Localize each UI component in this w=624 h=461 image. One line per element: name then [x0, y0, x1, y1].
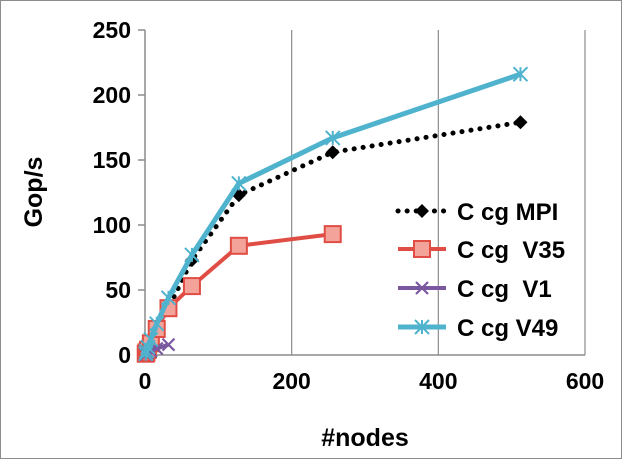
tick-labels: 0 200 400 600 0 50 100 150 200 250 [93, 17, 605, 394]
gridlines [138, 29, 586, 356]
series-3 [138, 66, 529, 362]
legend-marker [415, 281, 429, 295]
y-tick-label: 0 [118, 342, 131, 368]
data-point [512, 66, 529, 82]
y-tick-label: 150 [93, 147, 131, 173]
data-point [513, 115, 528, 130]
data-point [325, 145, 340, 160]
legend-marker [415, 204, 429, 218]
y-tick-label: 250 [93, 17, 131, 43]
y-tick-label: 100 [93, 212, 131, 238]
legend-item-2: C cg V1 [398, 276, 552, 303]
axes [144, 30, 585, 356]
legend-label: C cg V35 [457, 237, 565, 264]
legend-marker [413, 240, 431, 258]
series [136, 66, 529, 363]
legend-item-3: C cg V49 [398, 315, 558, 342]
data-point [182, 277, 201, 296]
y-axis-title: Gop/s [20, 157, 48, 228]
x-axis-title: #nodes [321, 424, 409, 452]
x-tick-label: 0 [139, 368, 152, 394]
legend-label: C cg V1 [457, 276, 552, 303]
marker-stroke [415, 281, 429, 295]
data-point [184, 247, 200, 263]
y-tick-label: 50 [105, 277, 131, 303]
legend-item-0: C cg MPI [395, 199, 558, 226]
x-tick-label: 200 [272, 368, 310, 394]
legend: C cg MPI C cg V35 C cg V1 C cg V49 [395, 199, 565, 342]
data-point [160, 290, 177, 306]
x-tick-label: 400 [419, 368, 457, 394]
marker-stroke [161, 337, 176, 352]
data-point [161, 337, 176, 352]
legend-item-1: C cg V35 [398, 237, 565, 264]
data-point [323, 225, 342, 244]
y-tick-label: 200 [93, 82, 131, 108]
data-point [325, 130, 341, 146]
data-point [231, 175, 247, 192]
x-tick-label: 600 [566, 368, 604, 394]
legend-label: C cg V49 [457, 315, 558, 342]
data-point [143, 331, 159, 348]
legend-label: C cg MPI [457, 199, 558, 226]
legend-marker [414, 319, 430, 335]
data-point [149, 316, 165, 332]
data-point [229, 236, 248, 255]
